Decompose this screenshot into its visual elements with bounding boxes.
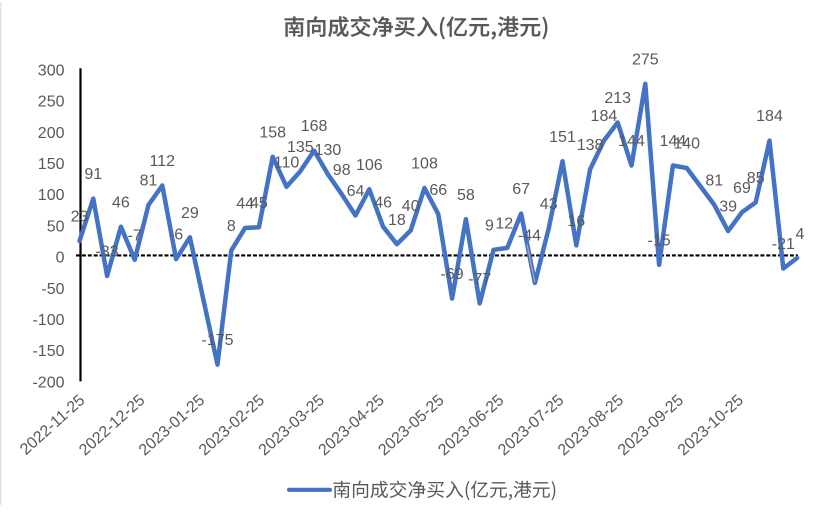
svg-text:213: 213 — [604, 90, 631, 107]
svg-text:151: 151 — [549, 129, 576, 146]
svg-text:46: 46 — [112, 194, 130, 211]
svg-text:64: 64 — [347, 183, 365, 200]
svg-text:-44: -44 — [518, 227, 541, 244]
svg-text:-50: -50 — [41, 281, 64, 298]
svg-text:200: 200 — [38, 125, 65, 142]
svg-text:67: 67 — [512, 181, 530, 198]
svg-text:23: 23 — [71, 209, 89, 226]
svg-text:-200: -200 — [32, 374, 64, 391]
svg-text:-100: -100 — [32, 312, 64, 329]
svg-text:130: 130 — [315, 142, 342, 159]
svg-text:184: 184 — [591, 108, 618, 125]
svg-text:112: 112 — [150, 153, 176, 170]
svg-text:-21: -21 — [772, 236, 795, 253]
svg-text:144: 144 — [618, 133, 645, 150]
svg-text:-150: -150 — [32, 343, 64, 360]
svg-text:138: 138 — [577, 137, 604, 154]
svg-text:100: 100 — [38, 187, 65, 204]
svg-text:110: 110 — [274, 154, 300, 171]
svg-text:44: 44 — [236, 196, 254, 213]
svg-text:-6: -6 — [169, 227, 183, 244]
svg-text:18: 18 — [388, 212, 406, 229]
svg-text:135: 135 — [287, 139, 314, 156]
svg-text:150: 150 — [38, 156, 65, 173]
svg-text:85: 85 — [747, 170, 765, 187]
svg-text:-7: -7 — [128, 227, 142, 244]
svg-text:144: 144 — [660, 133, 687, 150]
svg-text:58: 58 — [457, 187, 475, 204]
svg-text:4: 4 — [796, 226, 805, 243]
svg-text:46: 46 — [374, 194, 392, 211]
svg-text:43: 43 — [540, 196, 558, 213]
svg-text:40: 40 — [402, 198, 420, 215]
svg-text:98: 98 — [333, 162, 351, 179]
svg-text:250: 250 — [38, 94, 65, 111]
svg-text:81: 81 — [140, 173, 158, 190]
svg-text:66: 66 — [429, 182, 447, 199]
svg-text:108: 108 — [411, 156, 438, 173]
svg-text:0: 0 — [56, 250, 65, 267]
svg-text:29: 29 — [181, 205, 199, 222]
svg-text:-69: -69 — [441, 266, 464, 283]
svg-text:12: 12 — [495, 216, 513, 233]
svg-text:158: 158 — [259, 124, 286, 141]
svg-text:69: 69 — [733, 180, 751, 197]
svg-text:168: 168 — [301, 118, 328, 135]
svg-text:39: 39 — [719, 199, 737, 216]
svg-text:-175: -175 — [201, 332, 233, 349]
svg-text:300: 300 — [38, 62, 65, 79]
svg-text:275: 275 — [632, 51, 659, 68]
svg-text:-15: -15 — [648, 232, 671, 249]
svg-text:9: 9 — [485, 217, 494, 234]
svg-text:140: 140 — [673, 136, 700, 153]
svg-text:81: 81 — [705, 173, 723, 190]
svg-text:8: 8 — [227, 218, 236, 235]
svg-text:45: 45 — [250, 195, 268, 212]
svg-text:91: 91 — [84, 166, 102, 183]
svg-text:106: 106 — [356, 157, 383, 174]
svg-text:-33: -33 — [96, 244, 119, 261]
svg-text:50: 50 — [47, 218, 65, 235]
svg-text:184: 184 — [756, 108, 783, 125]
svg-text:-77: -77 — [468, 271, 491, 288]
svg-text:16: 16 — [567, 213, 585, 230]
